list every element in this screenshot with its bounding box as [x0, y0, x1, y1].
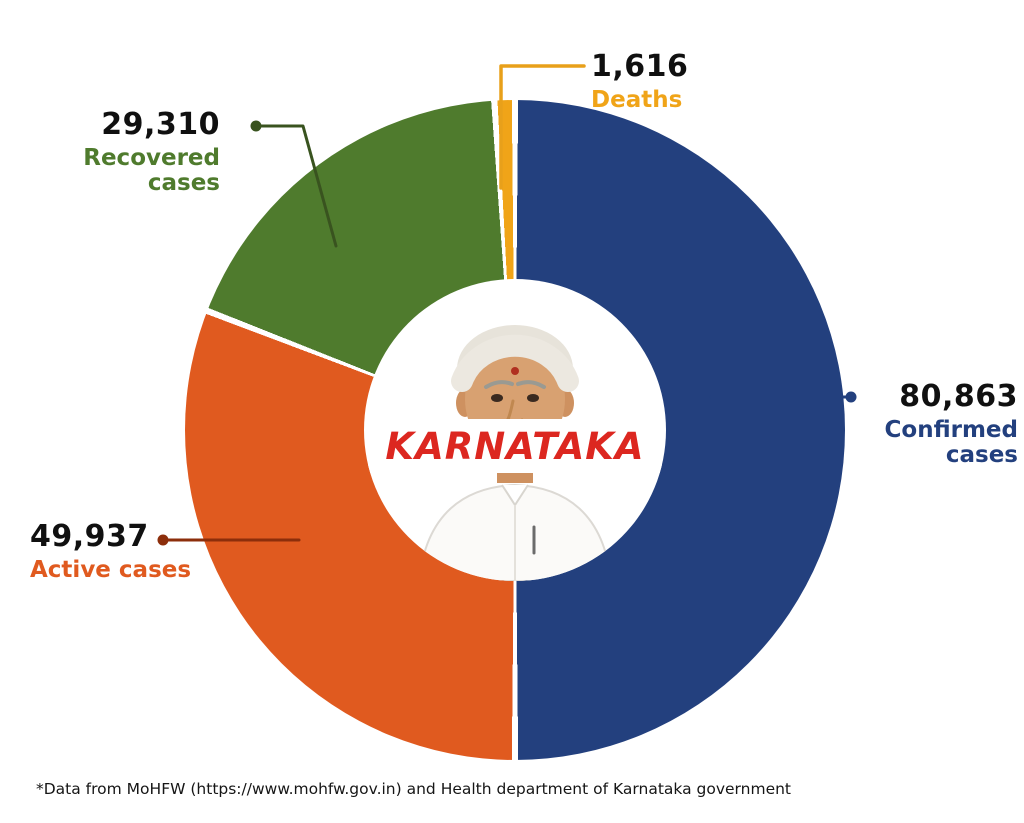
recovered-value: 29,310 [101, 107, 220, 142]
person-forehead-mark [511, 367, 519, 375]
callout-confirmed: 80,863 Confirmed cases [816, 380, 1018, 469]
donut-chart: KARNATAKA [185, 100, 845, 760]
callout-active: 49,937 Active cases [30, 520, 191, 583]
person-eyebrow-right [516, 380, 546, 389]
karnataka-label: KARNATAKA [385, 424, 645, 468]
active-value: 49,937 [30, 519, 149, 554]
person-eyebrow-left [484, 380, 514, 389]
recovered-callout-dot [250, 120, 262, 132]
confirmed-label: Confirmed cases [884, 417, 1018, 469]
deaths-label: Deaths [591, 87, 683, 113]
karnataka-banner: KARNATAKA [368, 419, 662, 473]
person-eye-right [527, 394, 539, 402]
source-note: *Data from MoHFW (https://www.mohfw.gov.… [36, 780, 792, 798]
callout-recovered: 29,310 Recovered cases [30, 108, 220, 197]
callout-deaths: 1,616 Deaths [591, 50, 688, 113]
deaths-value: 1,616 [591, 49, 689, 84]
recovered-label: Recovered cases [83, 145, 220, 197]
person-eye-left [491, 394, 503, 402]
active-label: Active cases [30, 557, 192, 583]
person-hair-front [451, 334, 579, 392]
donut-center: KARNATAKA [364, 279, 666, 581]
confirmed-value: 80,863 [899, 379, 1018, 414]
